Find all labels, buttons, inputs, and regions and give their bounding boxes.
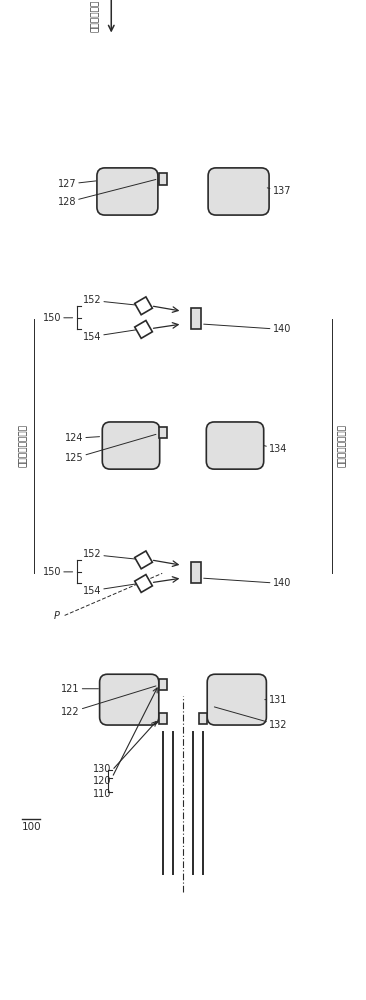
Text: 121: 121 [61, 684, 98, 694]
Text: 150: 150 [42, 313, 72, 323]
Text: 137: 137 [267, 186, 291, 196]
FancyBboxPatch shape [97, 168, 158, 215]
Polygon shape [135, 575, 152, 592]
Bar [159, 713, 167, 724]
Text: 125: 125 [65, 434, 156, 463]
FancyBboxPatch shape [100, 674, 159, 725]
Text: 127: 127 [57, 179, 96, 189]
Bar [191, 562, 201, 583]
Text: 150: 150 [42, 567, 72, 577]
Text: 120: 120 [93, 776, 112, 786]
Bar [159, 173, 167, 185]
FancyBboxPatch shape [208, 168, 269, 215]
Polygon shape [135, 297, 152, 315]
Bar [191, 308, 201, 329]
Polygon shape [135, 551, 152, 569]
Text: 154: 154 [83, 329, 141, 342]
Text: 132: 132 [214, 707, 288, 730]
Text: 110: 110 [93, 789, 112, 799]
Text: 152: 152 [83, 549, 141, 560]
FancyBboxPatch shape [206, 422, 264, 469]
Bar [159, 679, 167, 690]
Bar [159, 427, 167, 438]
Text: 122: 122 [61, 686, 156, 717]
FancyBboxPatch shape [102, 422, 160, 469]
Text: 纸张宽度方向: 纸张宽度方向 [91, 0, 100, 32]
Polygon shape [135, 320, 152, 338]
Text: 128: 128 [57, 179, 156, 207]
Text: 130: 130 [93, 764, 112, 774]
Text: P: P [54, 611, 60, 621]
Text: 140: 140 [204, 578, 291, 588]
Text: 140: 140 [204, 324, 291, 334]
Bar [199, 713, 207, 724]
Text: 131: 131 [265, 695, 287, 705]
Text: 152: 152 [83, 295, 141, 306]
Text: 154: 154 [83, 583, 141, 596]
Text: 134: 134 [264, 444, 287, 454]
Text: （第二输送辊侧）: （第二输送辊侧） [338, 424, 347, 467]
Text: 100: 100 [22, 822, 41, 832]
FancyBboxPatch shape [207, 674, 266, 725]
Text: 124: 124 [65, 433, 100, 443]
Text: （第一输送辊侧）: （第一输送辊侧） [19, 424, 28, 467]
